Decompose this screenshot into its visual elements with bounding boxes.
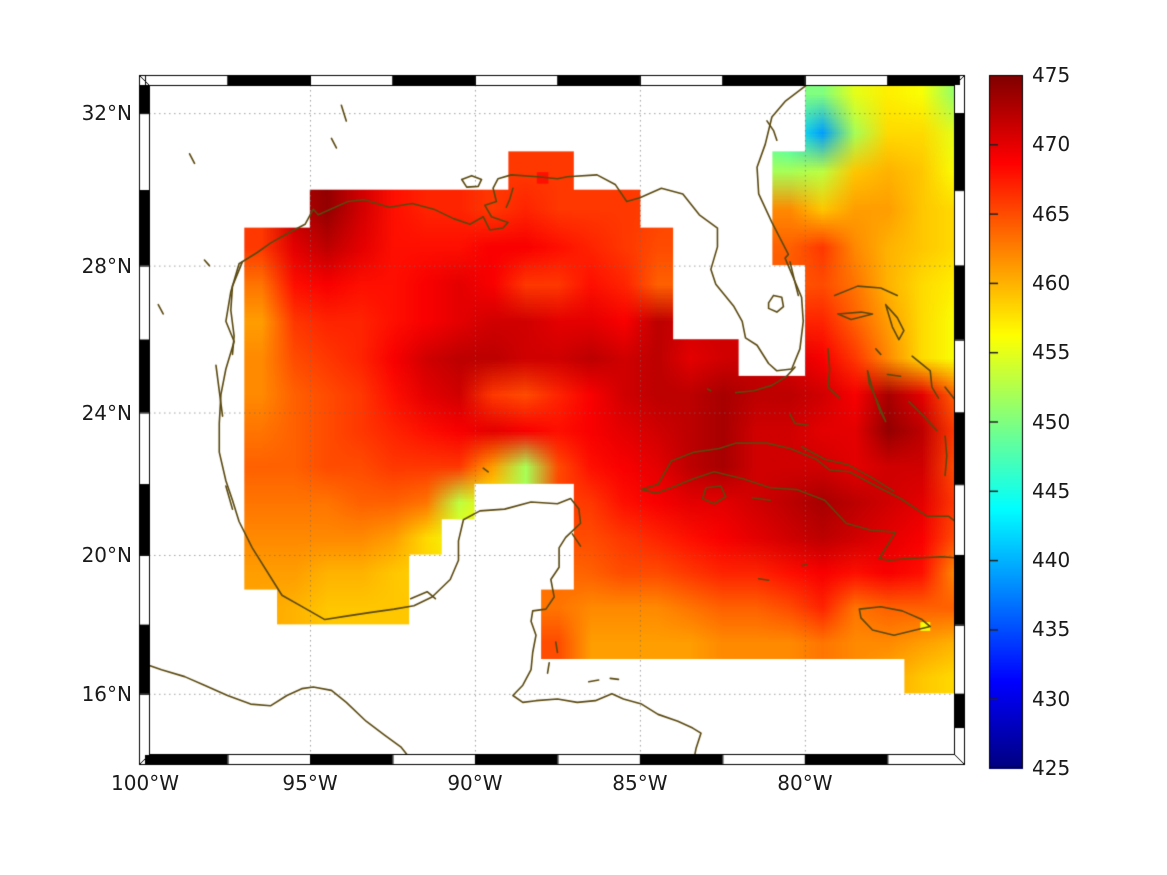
colorbar-tick-label: 460 xyxy=(1032,270,1071,295)
colorbar-tick-label: 425 xyxy=(1032,756,1071,780)
x-tick-label: 95°W xyxy=(282,771,338,795)
y-tick-label: 20°N xyxy=(81,542,132,567)
x-tick-label: 85°W xyxy=(612,771,668,795)
x-tick-label: 100°W xyxy=(111,771,179,795)
colorbar-tick-label: 470 xyxy=(1032,132,1071,157)
colorbar-tick-label: 430 xyxy=(1032,686,1071,711)
colorbar-tick-label: 440 xyxy=(1032,548,1071,573)
colorbar-tick-label: 465 xyxy=(1032,201,1071,226)
y-tick-label: 28°N xyxy=(81,253,132,278)
colorbar-tick-label: 455 xyxy=(1032,340,1071,365)
colorbar-tick-label: 450 xyxy=(1032,409,1071,434)
y-tick-label: 16°N xyxy=(81,681,132,706)
colorbar-tick-label: 475 xyxy=(1032,63,1071,87)
y-tick-label: 24°N xyxy=(81,400,132,425)
y-tick-label: 32°N xyxy=(81,101,132,126)
x-tick-label: 80°W xyxy=(777,771,833,795)
colorbar-tick-label: 435 xyxy=(1032,617,1071,642)
x-tick-label: 90°W xyxy=(447,771,503,795)
colorbar-tick-label: 445 xyxy=(1032,478,1071,503)
